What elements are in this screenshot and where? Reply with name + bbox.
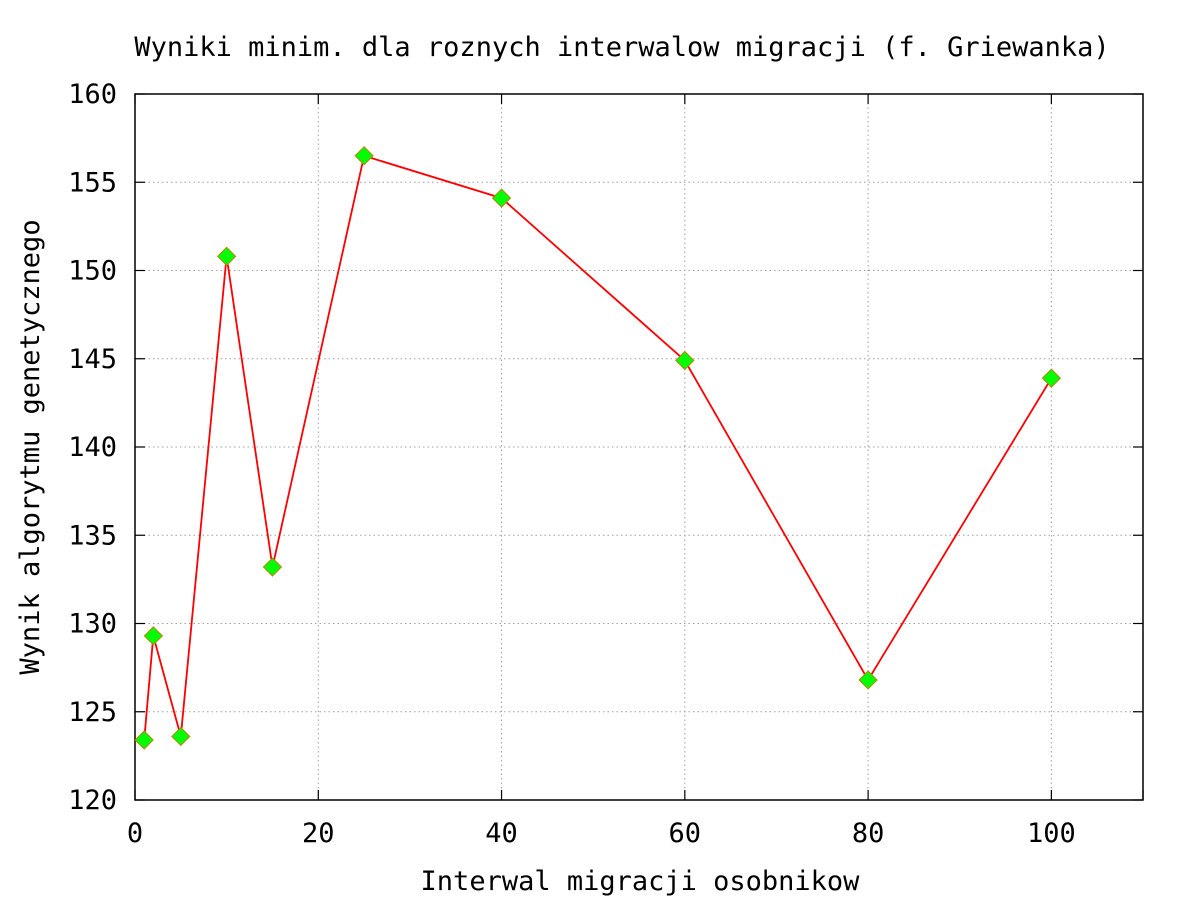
y-tick-label: 150 [68, 256, 117, 287]
series [134, 146, 1062, 750]
data-point-marker [143, 626, 164, 646]
series-line [143, 154, 1053, 741]
data-point-marker [354, 146, 374, 166]
data-point-marker [171, 726, 191, 747]
data-point-marker [134, 730, 154, 750]
chart-title: Wyniki minim. dla roznych interwalow mig… [134, 32, 1109, 63]
data-point-marker [1041, 368, 1062, 388]
axis-ticks [134, 93, 1144, 801]
axis-tick-labels: 120 125 130 135 140 145 150 155 160 0 20 40 60 80 100 [68, 79, 1076, 849]
y-tick-label: 140 [68, 432, 117, 463]
grid [135, 94, 1143, 800]
y-tick-label: 120 [68, 785, 117, 816]
y-axis-label: Wynik algorytmu genetycznego [15, 219, 46, 674]
x-tick-label: 0 [127, 818, 143, 849]
x-tick-label: 60 [669, 818, 702, 849]
x-tick-label: 40 [485, 818, 518, 849]
data-point-marker [216, 246, 237, 267]
y-tick-label: 155 [68, 167, 117, 198]
data-point-marker [262, 557, 283, 577]
y-tick-label: 125 [68, 697, 117, 728]
data-point-marker [491, 188, 512, 208]
y-tick-label: 135 [68, 520, 117, 551]
x-axis-label: Interwal migracji osobnikow [421, 866, 861, 897]
data-point-marker [675, 350, 695, 371]
x-tick-label: 20 [302, 818, 335, 849]
y-tick-label: 130 [68, 609, 117, 640]
data-point-marker [858, 670, 878, 690]
y-tick-label: 160 [68, 79, 117, 110]
x-tick-label: 100 [1027, 818, 1076, 849]
x-tick-label: 80 [852, 818, 885, 849]
y-tick-label: 145 [68, 344, 117, 375]
